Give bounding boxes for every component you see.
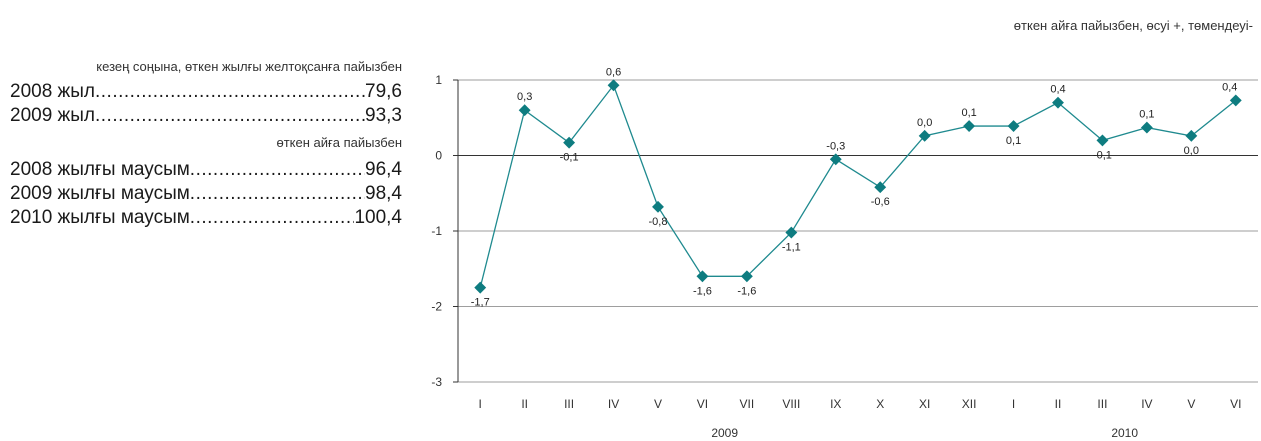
data-label: -0,6 (871, 196, 890, 208)
data-point (1229, 94, 1242, 107)
data-label: -1,6 (737, 285, 756, 297)
y-tick-label: -1 (431, 224, 442, 238)
x-tick-label: IV (1141, 397, 1152, 411)
x-tick-label: V (654, 397, 662, 411)
x-tick-label: X (876, 397, 884, 411)
x-tick-label: VIII (782, 397, 800, 411)
data-point (696, 270, 709, 283)
data-label: 0,0 (1184, 145, 1199, 157)
data-point (518, 104, 531, 117)
data-label: -0,8 (649, 216, 668, 228)
x-tick-label: VI (1230, 397, 1241, 411)
data-point (652, 200, 664, 213)
summary-panel: кезең соңына, өткен жылғы желтоқсанға па… (10, 58, 402, 230)
x-tick-label: V (1187, 397, 1195, 411)
x-tick-label: II (521, 397, 528, 411)
data-point (829, 153, 842, 166)
summary-caption-monthly: өткен айға пайызбен (276, 135, 402, 150)
x-tick-label: I (479, 397, 482, 411)
data-label: 0,3 (517, 91, 532, 103)
y-tick-label: 1 (435, 73, 442, 87)
data-label: -0,1 (560, 152, 579, 164)
data-label: 0,0 (917, 117, 932, 129)
x-tick-label: IV (608, 397, 619, 411)
data-label: -1,6 (693, 285, 712, 297)
data-point (963, 120, 976, 132)
stat-value: 96,4 (365, 159, 402, 180)
x-tick-label: XI (919, 397, 930, 411)
stat-row-2010-june: 2010 жылғы маусым 100,4 (10, 206, 402, 230)
x-tick-label: XII (962, 397, 977, 411)
data-label: 0,1 (1139, 109, 1154, 121)
x-tick-label: I (1012, 397, 1015, 411)
stat-value: 98,4 (365, 183, 402, 204)
data-label: 0,4 (1050, 84, 1065, 96)
stat-row-2009-june: 2009 жылғы маусым 98,4 (10, 182, 402, 206)
data-label: -0,1 (1093, 149, 1112, 161)
stat-row-2008-june: 2008 жылғы маусым 96,4 (10, 158, 402, 182)
x-tick-label: VI (697, 397, 708, 411)
data-point (1140, 121, 1153, 134)
year-label: 2010 (1111, 426, 1138, 440)
data-label: 0,6 (606, 66, 621, 78)
y-tick-label: 0 (435, 149, 442, 163)
data-label: 0,1 (961, 107, 976, 119)
stat-value: 79,6 (365, 81, 402, 102)
y-tick-label: -2 (431, 300, 442, 314)
data-point (563, 136, 576, 149)
data-point (607, 79, 620, 92)
stat-row-2009-year: 2009 жыл 93,3 (10, 104, 402, 128)
x-tick-label: IX (830, 397, 841, 411)
data-point (918, 129, 931, 142)
series-line (479, 83, 1237, 288)
data-point (1007, 120, 1020, 132)
data-label: -1,7 (471, 297, 490, 309)
y-tick-label: -3 (431, 375, 442, 389)
unit-note: өткен айға пайызбен, өсуі +, төмендеуі- (1013, 18, 1253, 33)
data-label: -1,1 (782, 242, 801, 254)
stat-label: 2009 жыл (10, 105, 95, 126)
x-tick-label: III (1097, 397, 1107, 411)
summary-caption-cumulative: кезең соңына, өткен жылғы желтоқсанға па… (96, 59, 402, 74)
stat-label: 2008 жыл (10, 81, 95, 102)
stat-value: 100,4 (354, 207, 402, 228)
stat-value: 93,3 (365, 105, 402, 126)
data-label: 0,4 (1222, 81, 1237, 93)
stat-row-2008-year: 2008 жыл 79,6 (10, 80, 402, 104)
year-label: 2009 (711, 426, 738, 440)
stat-label: 2010 жылғы маусым (10, 207, 190, 228)
x-tick-label: II (1055, 397, 1062, 411)
x-tick-label: III (564, 397, 574, 411)
stat-label: 2008 жылғы маусым (10, 159, 190, 180)
stat-label: 2009 жылғы маусым (10, 183, 190, 204)
data-point (1185, 129, 1198, 142)
x-tick-label: VII (740, 397, 755, 411)
data-label: 0,1 (1006, 135, 1021, 147)
data-label: -0,3 (826, 140, 845, 152)
data-point (474, 281, 487, 294)
